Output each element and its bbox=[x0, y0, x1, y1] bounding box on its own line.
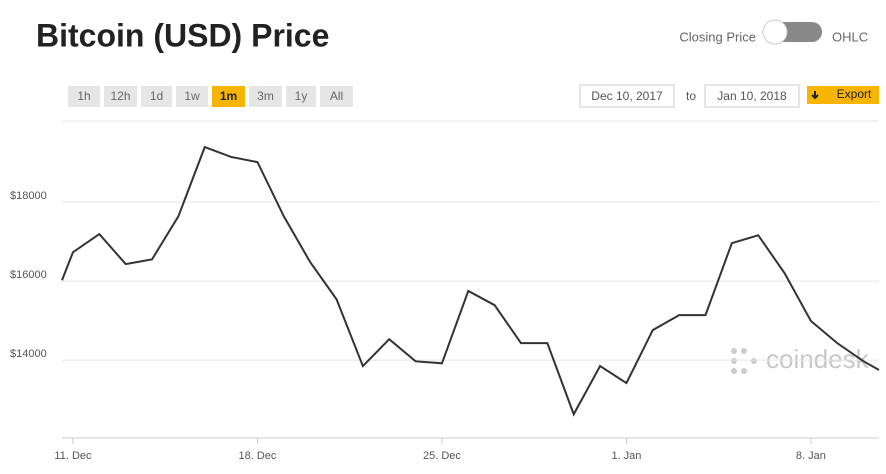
export-button[interactable] bbox=[807, 86, 879, 104]
date-from: Dec 10, 2017 bbox=[591, 89, 663, 103]
date-input[interactable] bbox=[579, 84, 675, 108]
range-label: 1d bbox=[150, 89, 163, 103]
range-button[interactable] bbox=[320, 86, 353, 107]
range-button[interactable] bbox=[212, 86, 245, 107]
date-input[interactable] bbox=[704, 84, 800, 108]
range-button[interactable] bbox=[286, 86, 316, 107]
range-label: 1h bbox=[77, 89, 90, 103]
x-tick-label: 8. Jan bbox=[796, 450, 826, 462]
x-tick-label: 18. Dec bbox=[239, 450, 277, 462]
x-tick-label: 1. Jan bbox=[611, 450, 641, 462]
price-line bbox=[61, 145, 880, 417]
range-label: 1y bbox=[295, 89, 308, 103]
toggle-label: Closing Price bbox=[679, 29, 756, 44]
range-label: All bbox=[330, 89, 343, 103]
page-title: Bitcoin (USD) Price bbox=[36, 17, 329, 53]
range-label: 1m bbox=[220, 89, 237, 103]
date-separator: to bbox=[686, 89, 696, 103]
y-tick-label: $16000 bbox=[10, 269, 47, 281]
y-tick-label: $18000 bbox=[10, 190, 47, 202]
range-button[interactable] bbox=[141, 86, 172, 107]
range-button[interactable] bbox=[68, 86, 100, 107]
watermark: coindesk bbox=[766, 344, 870, 374]
x-tick-label: 25. Dec bbox=[423, 450, 461, 462]
toggle-label: OHLC bbox=[832, 29, 868, 44]
toggle-knob bbox=[762, 19, 788, 45]
range-button[interactable] bbox=[104, 86, 137, 107]
y-tick-label: $14000 bbox=[10, 348, 47, 360]
x-tick-label: 11. Dec bbox=[54, 450, 92, 462]
range-button[interactable] bbox=[249, 86, 282, 107]
range-label: 1w bbox=[184, 89, 200, 103]
range-label: 3m bbox=[257, 89, 274, 103]
range-label: 12h bbox=[110, 89, 130, 103]
watermark-icon bbox=[731, 348, 757, 374]
export-label: Export bbox=[837, 87, 872, 101]
range-button[interactable] bbox=[176, 86, 208, 107]
export-icon bbox=[811, 91, 819, 100]
date-to: Jan 10, 2018 bbox=[717, 89, 787, 103]
